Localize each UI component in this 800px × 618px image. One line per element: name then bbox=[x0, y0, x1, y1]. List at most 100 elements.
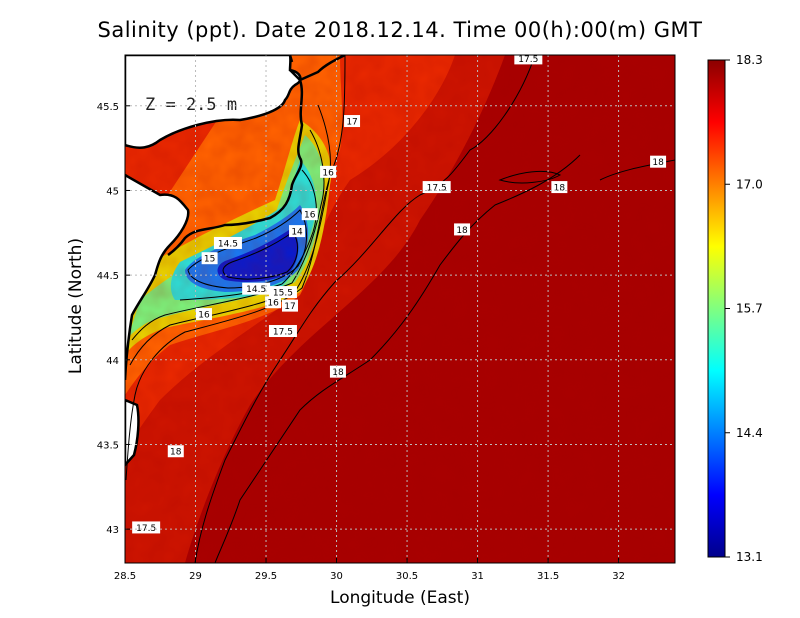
contour-label-text: 17 bbox=[284, 302, 295, 312]
land-coast-central bbox=[125, 173, 190, 381]
y-tick-label: 43 bbox=[106, 525, 119, 536]
contour-label-text: 15.5 bbox=[273, 289, 293, 299]
x-tick-label: 30 bbox=[330, 571, 343, 582]
contour-label-text: 18 bbox=[170, 448, 182, 458]
x-tick-label: 31.5 bbox=[537, 571, 559, 582]
delta-coastline-north bbox=[288, 55, 346, 82]
contour-label-bg bbox=[422, 181, 451, 194]
contour-label: 16 bbox=[320, 165, 337, 178]
colorbar bbox=[707, 59, 726, 558]
contour-label: 15.5 bbox=[268, 286, 297, 299]
colorbar-tick-label: 17.0 bbox=[736, 177, 763, 191]
contour-label-text: 17 bbox=[346, 118, 357, 128]
chart-title: Salinity (ppt). Date 2018.12.14. Time 00… bbox=[97, 18, 703, 42]
contour-label-bg bbox=[132, 521, 161, 534]
y-tick-label: 45 bbox=[106, 186, 119, 197]
contour-label: 18 bbox=[650, 155, 667, 168]
depth-annotation: Z = 2.5 m bbox=[145, 95, 237, 115]
contour-label-bg bbox=[289, 225, 306, 238]
contour-label: 16 bbox=[265, 296, 282, 309]
y-tick-label: 43.5 bbox=[97, 440, 119, 451]
contour-label-bg bbox=[265, 296, 282, 309]
contour-14.5 bbox=[222, 231, 299, 280]
colorbar-gradient bbox=[707, 59, 726, 558]
contour-label-text: 17.5 bbox=[427, 184, 447, 194]
delta-coastline bbox=[167, 69, 304, 257]
contour-label: 17 bbox=[344, 115, 361, 128]
contour-label: 18 bbox=[167, 445, 184, 458]
contour-label: 17.5 bbox=[268, 325, 297, 338]
contour-label-bg bbox=[301, 208, 318, 221]
land-mass bbox=[125, 55, 302, 149]
contour-label-text: 18 bbox=[332, 368, 344, 378]
contour-label-bg bbox=[329, 365, 346, 378]
field-texture bbox=[125, 55, 675, 563]
y-tick-label: 44.5 bbox=[97, 271, 119, 282]
contour-label-text: 16 bbox=[322, 168, 334, 178]
contour-label: 17 bbox=[282, 299, 298, 312]
contour-label: 18 bbox=[551, 181, 568, 194]
contour-label-bg bbox=[268, 325, 297, 338]
x-tick-label: 29.5 bbox=[255, 571, 277, 582]
contour-label-text: 14.5 bbox=[218, 239, 238, 249]
contour-label: 17.5 bbox=[514, 52, 543, 65]
contour-label: 16 bbox=[301, 208, 318, 221]
contour-label: 18 bbox=[329, 365, 346, 378]
contour-label: 17.5 bbox=[422, 181, 451, 194]
contour-label-text: 16 bbox=[267, 299, 279, 309]
contour-label-text: 14.5 bbox=[246, 285, 266, 295]
contour-label: 18 bbox=[454, 223, 471, 236]
contour-label-text: 17.5 bbox=[518, 55, 538, 65]
grid-lines bbox=[125, 55, 675, 563]
contour-label-bg bbox=[344, 115, 361, 128]
contour-label-text: 16 bbox=[304, 211, 316, 221]
contour-offshore-blob bbox=[498, 170, 562, 184]
contour-label: 16 bbox=[195, 308, 212, 321]
contour-label: 14.5 bbox=[213, 236, 242, 249]
contour-17.5 bbox=[194, 55, 536, 563]
contour-label-text: 15 bbox=[204, 255, 215, 265]
contour-18-east bbox=[599, 159, 675, 181]
contour-label: 17.5 bbox=[132, 521, 161, 534]
contour-label-bg bbox=[167, 445, 184, 458]
y-tick-label: 45.5 bbox=[97, 102, 119, 113]
x-tick-label: 32 bbox=[612, 571, 625, 582]
x-tick-label: 28.5 bbox=[114, 571, 136, 582]
contour-17 bbox=[125, 55, 346, 481]
contour-label-text: 14 bbox=[291, 228, 303, 238]
contour-label-text: 18 bbox=[652, 158, 664, 168]
contour-label-bg bbox=[454, 223, 471, 236]
contour-label-text: 16 bbox=[198, 311, 210, 321]
contour-label-bg bbox=[268, 286, 297, 299]
x-axis: 28.5 29 29.5 30 30.5 31 31.5 32 bbox=[114, 558, 625, 582]
contour-label-bg bbox=[201, 252, 218, 265]
colorbar-tick-label: 18.3 bbox=[736, 53, 763, 67]
colorbar-tick-label: 14.4 bbox=[736, 426, 763, 440]
plot-frame bbox=[124, 54, 676, 564]
y-tick-label: 44 bbox=[106, 356, 119, 367]
contour-label-bg bbox=[320, 165, 337, 178]
colorbar-ticks: 13.1 14.4 15.7 17.0 18.3 bbox=[725, 53, 763, 564]
contour-label-bg bbox=[195, 308, 212, 321]
contour-label-bg bbox=[650, 155, 667, 168]
y-axis-label: Latitude (North) bbox=[66, 237, 86, 375]
contour-16 bbox=[131, 129, 325, 341]
contour-label-text: 17.5 bbox=[273, 328, 293, 338]
contour-label: 14.5 bbox=[242, 282, 271, 295]
x-tick-label: 31 bbox=[471, 571, 484, 582]
contour-label: 15 bbox=[201, 252, 218, 265]
contour-label-text: 18 bbox=[554, 184, 566, 194]
colorbar-tick-label: 13.1 bbox=[736, 550, 763, 564]
x-tick-label: 29 bbox=[189, 571, 202, 582]
y-axis: 43 43.5 44 44.5 45 45.5 bbox=[97, 102, 130, 536]
colorbar-tick-label: 15.7 bbox=[736, 302, 763, 316]
contour-label-bg bbox=[242, 282, 271, 295]
x-axis-label: Longitude (East) bbox=[330, 588, 470, 608]
contour-label: 14 bbox=[289, 225, 306, 238]
contour-15 bbox=[187, 209, 307, 289]
x-tick-label: 30.5 bbox=[396, 571, 418, 582]
contour-label-bg bbox=[282, 299, 298, 312]
contour-label-bg bbox=[213, 236, 242, 249]
